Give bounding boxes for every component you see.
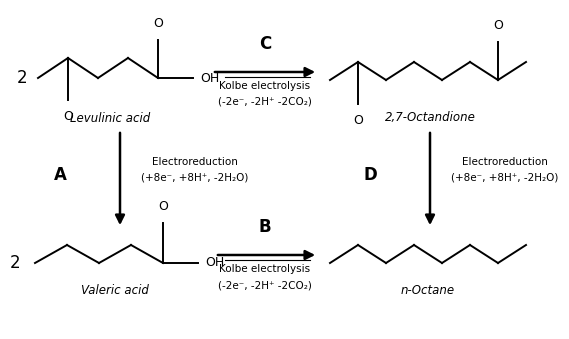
Text: (-2e⁻, -2H⁺ -2CO₂): (-2e⁻, -2H⁺ -2CO₂): [218, 280, 312, 290]
Text: O: O: [63, 110, 73, 123]
Text: Electroreduction: Electroreduction: [462, 157, 548, 167]
Text: O: O: [353, 114, 363, 127]
Text: (+8e⁻, +8H⁺, -2H₂O): (+8e⁻, +8H⁺, -2H₂O): [451, 173, 559, 183]
Text: 2,7-Octandione: 2,7-Octandione: [385, 112, 476, 124]
Text: n-Octane: n-Octane: [401, 283, 455, 297]
Text: (-2e⁻, -2H⁺ -2CO₂): (-2e⁻, -2H⁺ -2CO₂): [218, 97, 312, 107]
Text: O: O: [493, 19, 503, 32]
Text: D: D: [363, 166, 377, 184]
Text: Kolbe electrolysis: Kolbe electrolysis: [220, 264, 311, 274]
Text: Kolbe electrolysis: Kolbe electrolysis: [220, 81, 311, 91]
Text: 2: 2: [17, 69, 27, 87]
Text: B: B: [259, 218, 271, 236]
Text: Electroreduction: Electroreduction: [152, 157, 238, 167]
Text: O: O: [158, 200, 168, 213]
Text: Valeric acid: Valeric acid: [81, 283, 149, 297]
Text: Levulinic acid: Levulinic acid: [70, 112, 150, 124]
Text: A: A: [53, 166, 67, 184]
Text: 2: 2: [10, 254, 20, 272]
Text: OH: OH: [200, 72, 219, 84]
Text: C: C: [259, 35, 271, 53]
Text: (+8e⁻, +8H⁺, -2H₂O): (+8e⁻, +8H⁺, -2H₂O): [141, 173, 249, 183]
Text: OH: OH: [205, 257, 224, 270]
Text: O: O: [153, 17, 163, 30]
